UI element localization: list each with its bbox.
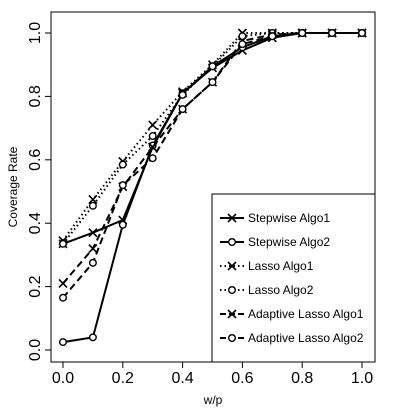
legend-marker [227,334,236,343]
data-point [118,220,127,229]
data-point [58,278,68,288]
y-tick-label: 0.0 [27,339,44,361]
data-point [88,243,98,254]
data-point [148,120,158,130]
data-point [88,194,98,204]
data-point [88,258,97,267]
data-point [88,201,97,210]
data-point [178,90,187,99]
data-point [208,78,217,87]
x-tick-label: 0.6 [231,370,253,387]
legend-marker [227,309,237,319]
legend-marker [227,213,237,223]
legend-label: Adaptive Lasso Algo2 [248,331,364,345]
data-point [118,181,127,190]
y-axis-label: Coverage Rate [6,146,20,227]
data-point [59,239,68,248]
data-point [238,40,247,49]
data-point [148,154,157,163]
data-point [88,333,97,342]
x-tick-label: 0.2 [112,370,134,387]
legend-entry: Stepwise Algo2 [220,235,330,249]
legend-frame [211,193,376,363]
legend-label: Lasso Algo1 [248,259,314,273]
legend-label: Lasso Algo2 [248,283,314,297]
y-axis: 0.0 0.2 0.4 0.6 0.8 1.0 [27,22,52,361]
data-point [298,29,307,38]
x-tick-label: 0.0 [52,370,74,387]
legend-entry: Adaptive Lasso Algo2 [220,331,364,345]
legend-label: Stepwise Algo1 [248,211,330,225]
legend-label: Adaptive Lasso Algo1 [248,307,364,321]
data-point [178,105,187,114]
x-axis: 0.0 0.2 0.4 0.6 0.8 1.0 [52,361,373,387]
data-point [88,228,98,238]
series-6 [59,29,367,302]
data-point [208,62,217,71]
x-tick-label: 1.0 [351,370,373,387]
y-tick-label: 1.0 [27,22,44,44]
data-point [328,29,337,38]
legend-marker [227,237,236,246]
x-tick-label: 0.4 [171,370,193,387]
data-point [59,293,68,302]
series-layer [58,28,367,347]
legend-marker [227,286,236,295]
x-tick-label: 0.8 [291,370,313,387]
data-point [148,132,157,141]
legend-entry: Lasso Algo1 [220,259,314,273]
legend-label: Stepwise Algo2 [248,235,330,249]
y-tick-label: 0.6 [27,149,44,171]
data-point [148,142,158,152]
x-axis-label: w/p [203,393,223,407]
data-point [118,160,127,169]
legend: Stepwise Algo1 Stepwise Algo2 Lasso Algo1 L… [211,193,376,363]
data-point [238,32,247,41]
legend-entry: Stepwise Algo1 [220,211,330,225]
y-tick-label: 0.2 [27,275,44,297]
data-point [59,338,68,347]
data-point [268,32,277,41]
series-line [62,32,362,245]
legend-marker [227,261,237,271]
legend-entry: Adaptive Lasso Algo1 [220,307,364,321]
y-tick-label: 0.8 [27,85,44,107]
y-tick-label: 0.4 [27,212,44,234]
legend-entry: Lasso Algo2 [220,283,314,297]
data-point [358,29,367,38]
